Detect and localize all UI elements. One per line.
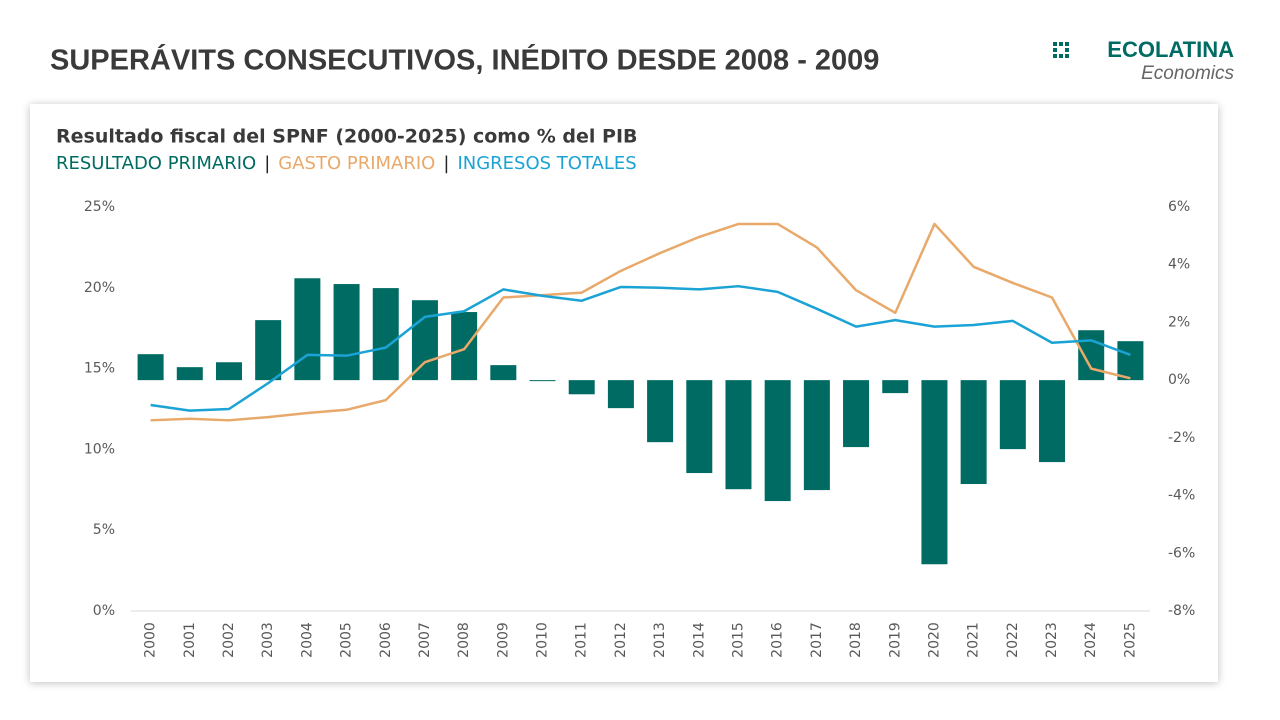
bar [843,380,870,448]
legend-item: INGRESOS TOTALES [457,153,636,174]
bar [529,380,556,382]
x-tick-label: 2022 [1005,622,1021,658]
x-tick-label: 2018 [848,622,864,658]
x-tick-label: 2012 [613,622,629,658]
bar [764,380,791,502]
bar [255,320,282,381]
legend-separator: | [443,153,449,174]
y2-tick-label: -8% [1168,603,1195,619]
x-tick-label: 2004 [299,622,315,658]
x-tick-label: 2023 [1044,622,1060,658]
logo-icon [1053,42,1069,58]
y-tick-label: 15% [84,361,115,377]
bar [215,362,242,381]
bar [803,380,830,491]
bar [725,380,752,490]
y-tick-label: 25% [84,199,115,215]
bar [960,380,987,485]
bar [137,354,164,381]
line [150,284,1131,412]
x-tick-label: 2005 [339,622,355,658]
bar [607,380,634,409]
bar [451,312,478,381]
y2-tick-label: -2% [1168,430,1195,446]
y2-tick-label: 2% [1168,314,1190,330]
x-tick-label: 2006 [378,622,394,658]
line [150,222,1131,422]
bar [686,380,713,474]
bar [921,380,948,565]
logo-tagline: Economics [1141,63,1234,84]
y2-tick-label: 4% [1168,257,1190,273]
x-tick-label: 2025 [1122,622,1138,658]
bar [411,300,438,381]
x-tick-label: 2009 [495,622,511,658]
x-tick-label: 2002 [221,622,237,658]
y-tick-label: 20% [84,280,115,296]
bar [1117,341,1144,381]
y2-tick-label: -6% [1168,545,1195,561]
logo-brand: ECOLATINA [1107,37,1234,62]
x-tick-label: 2003 [260,622,276,658]
bar [568,380,595,395]
y-tick-label: 5% [93,522,115,538]
x-tick-label: 2017 [809,622,825,658]
bar [490,365,517,381]
x-tick-label: 2014 [691,622,707,658]
x-tick-label: 2008 [456,622,472,658]
bar [647,380,674,443]
slide-title: SUPERÁVITS CONSECUTIVOS, INÉDITO DESDE 2… [50,43,879,77]
x-tick-label: 2001 [182,622,198,658]
y-tick-label: 10% [84,441,115,457]
legend-item: RESULTADO PRIMARIO [56,153,256,174]
x-tick-label: 2013 [652,622,668,658]
bar [176,367,203,381]
y2-tick-label: 6% [1168,199,1190,215]
y-tick-label: 0% [93,603,115,619]
x-tick-label: 2020 [926,622,942,658]
x-tick-label: 2019 [887,622,903,658]
x-tick-label: 2021 [966,622,982,658]
x-tick-label: 2011 [574,622,590,658]
x-tick-label: 2010 [535,622,551,658]
bar [1039,380,1066,463]
x-tick-label: 2000 [143,622,159,658]
x-tick-label: 2007 [417,622,433,658]
legend-separator: | [264,153,270,174]
x-tick-label: 2016 [770,622,786,658]
y2-tick-label: -4% [1168,488,1195,504]
bar [1078,330,1105,381]
legend-item: GASTO PRIMARIO [278,153,435,174]
chart-title: Resultado fiscal del SPNF (2000-2025) co… [56,126,638,148]
legend: RESULTADO PRIMARIO | GASTO PRIMARIO | INGRES… [56,153,637,174]
bar [999,380,1026,450]
bar [294,278,321,381]
bar [333,284,360,381]
y2-tick-label: 0% [1168,372,1190,388]
bar [372,288,399,381]
x-tick-label: 2024 [1083,622,1099,658]
bar [882,380,909,394]
x-tick-label: 2015 [730,622,746,658]
